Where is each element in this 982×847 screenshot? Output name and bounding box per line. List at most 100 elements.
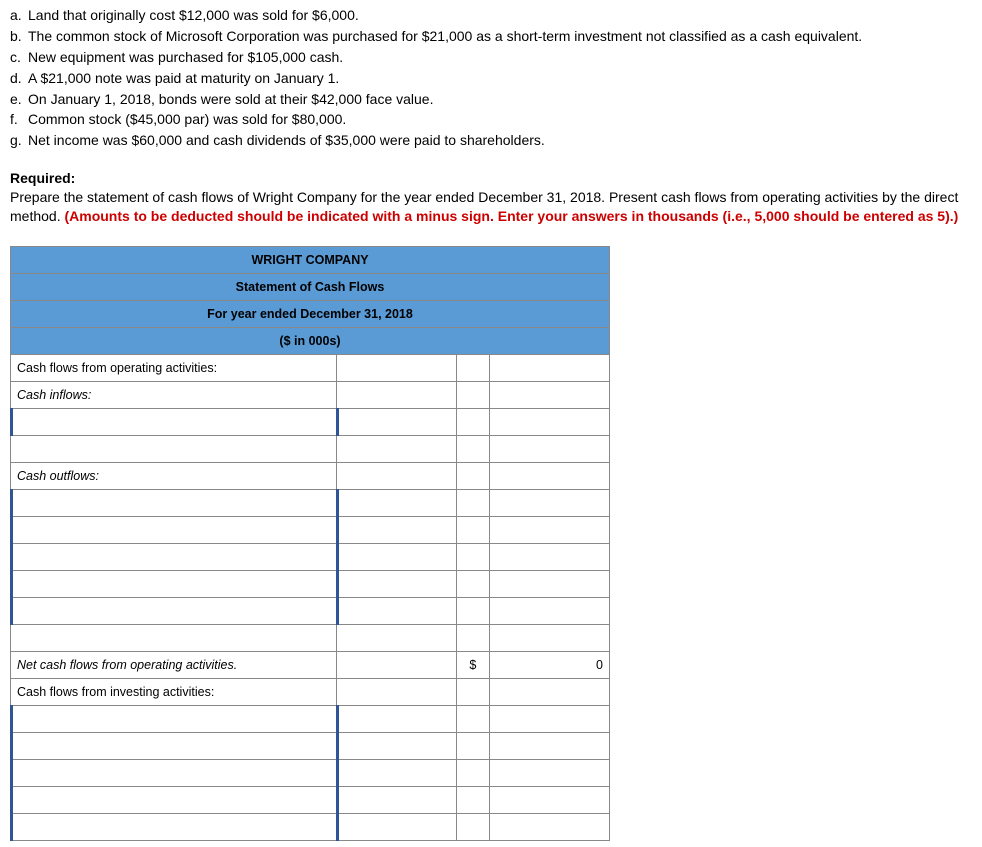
- table-row: Cash inflows:: [11, 382, 610, 409]
- item-letter: b.: [10, 27, 28, 46]
- label-input[interactable]: [11, 787, 337, 814]
- row-label: [11, 436, 337, 463]
- amount-cell: [489, 517, 609, 544]
- amount-cell: [336, 382, 456, 409]
- amount-cell: [489, 544, 609, 571]
- amount-input[interactable]: [336, 787, 456, 814]
- amount-input[interactable]: [336, 409, 456, 436]
- table-row: [11, 787, 610, 814]
- label-input[interactable]: [11, 706, 337, 733]
- amount-cell: [489, 625, 609, 652]
- table-row: [11, 436, 610, 463]
- amount-input[interactable]: [336, 490, 456, 517]
- table-row: [11, 544, 610, 571]
- amount-cell: 0: [489, 652, 609, 679]
- transaction-item: f. Common stock ($45,000 par) was sold f…: [10, 110, 972, 129]
- dollar-cell: [457, 814, 490, 841]
- required-text: Prepare the statement of cash flows of W…: [10, 188, 972, 226]
- amount-cell: [336, 436, 456, 463]
- dollar-cell: [457, 544, 490, 571]
- label-input[interactable]: [11, 490, 337, 517]
- label-input[interactable]: [11, 409, 337, 436]
- amount-cell: [489, 490, 609, 517]
- row-label: Cash flows from investing activities:: [11, 679, 337, 706]
- item-text: A $21,000 note was paid at maturity on J…: [28, 69, 972, 88]
- dollar-cell: [457, 517, 490, 544]
- amount-cell: [489, 355, 609, 382]
- amount-cell: [336, 679, 456, 706]
- label-input[interactable]: [11, 733, 337, 760]
- transaction-item: a. Land that originally cost $12,000 was…: [10, 6, 972, 25]
- item-letter: c.: [10, 48, 28, 67]
- label-input[interactable]: [11, 598, 337, 625]
- transaction-item: b. The common stock of Microsoft Corpora…: [10, 27, 972, 46]
- amount-input[interactable]: [336, 544, 456, 571]
- amount-cell: [489, 733, 609, 760]
- table-row: [11, 706, 610, 733]
- table-row: Cash flows from investing activities:: [11, 679, 610, 706]
- amount-cell: [336, 652, 456, 679]
- table-row: [11, 409, 610, 436]
- table-row: Net cash flows from operating activities…: [11, 652, 610, 679]
- transaction-item: d. A $21,000 note was paid at maturity o…: [10, 69, 972, 88]
- amount-cell: [489, 814, 609, 841]
- dollar-cell: [457, 436, 490, 463]
- amount-input[interactable]: [336, 760, 456, 787]
- table-row: [11, 733, 610, 760]
- transaction-item: g. Net income was $60,000 and cash divid…: [10, 131, 972, 150]
- table-subtitle: Statement of Cash Flows: [11, 274, 610, 301]
- amount-input[interactable]: [336, 517, 456, 544]
- item-letter: e.: [10, 90, 28, 109]
- dollar-cell: [457, 463, 490, 490]
- label-input[interactable]: [11, 814, 337, 841]
- table-period: For year ended December 31, 2018: [11, 301, 610, 328]
- item-text: New equipment was purchased for $105,000…: [28, 48, 972, 67]
- table-header-row: ($ in 000s): [11, 328, 610, 355]
- table-row: [11, 517, 610, 544]
- amount-input[interactable]: [336, 571, 456, 598]
- dollar-cell: [457, 382, 490, 409]
- label-input[interactable]: [11, 571, 337, 598]
- label-input[interactable]: [11, 544, 337, 571]
- required-red: (Amounts to be deducted should be indica…: [64, 208, 958, 224]
- table-header-row: For year ended December 31, 2018: [11, 301, 610, 328]
- label-input[interactable]: [11, 760, 337, 787]
- dollar-cell: [457, 733, 490, 760]
- amount-cell: [489, 382, 609, 409]
- required-label: Required:: [10, 170, 972, 186]
- table-row: [11, 760, 610, 787]
- transaction-item: e. On January 1, 2018, bonds were sold a…: [10, 90, 972, 109]
- dollar-cell: [457, 355, 490, 382]
- amount-cell: [336, 463, 456, 490]
- dollar-cell: [457, 409, 490, 436]
- item-text: On January 1, 2018, bonds were sold at t…: [28, 90, 972, 109]
- item-letter: a.: [10, 6, 28, 25]
- dollar-cell: [457, 490, 490, 517]
- amount-input[interactable]: [336, 814, 456, 841]
- amount-cell: [336, 625, 456, 652]
- table-row: Cash outflows:: [11, 463, 610, 490]
- row-label: Net cash flows from operating activities…: [11, 652, 337, 679]
- amount-cell: [336, 355, 456, 382]
- transactions-list: a. Land that originally cost $12,000 was…: [10, 6, 972, 150]
- amount-input[interactable]: [336, 733, 456, 760]
- item-text: Net income was $60,000 and cash dividend…: [28, 131, 972, 150]
- table-units: ($ in 000s): [11, 328, 610, 355]
- table-title: WRIGHT COMPANY: [11, 247, 610, 274]
- table-row: [11, 814, 610, 841]
- item-letter: f.: [10, 110, 28, 129]
- amount-input[interactable]: [336, 706, 456, 733]
- table-row: [11, 598, 610, 625]
- dollar-cell: [457, 787, 490, 814]
- amount-cell: [489, 679, 609, 706]
- item-text: Common stock ($45,000 par) was sold for …: [28, 110, 972, 129]
- row-label: Cash inflows:: [11, 382, 337, 409]
- item-letter: g.: [10, 131, 28, 150]
- label-input[interactable]: [11, 517, 337, 544]
- dollar-cell: [457, 760, 490, 787]
- dollar-cell: [457, 598, 490, 625]
- dollar-cell: [457, 571, 490, 598]
- cash-flow-table: WRIGHT COMPANY Statement of Cash Flows F…: [10, 246, 610, 841]
- amount-cell: [489, 409, 609, 436]
- amount-input[interactable]: [336, 598, 456, 625]
